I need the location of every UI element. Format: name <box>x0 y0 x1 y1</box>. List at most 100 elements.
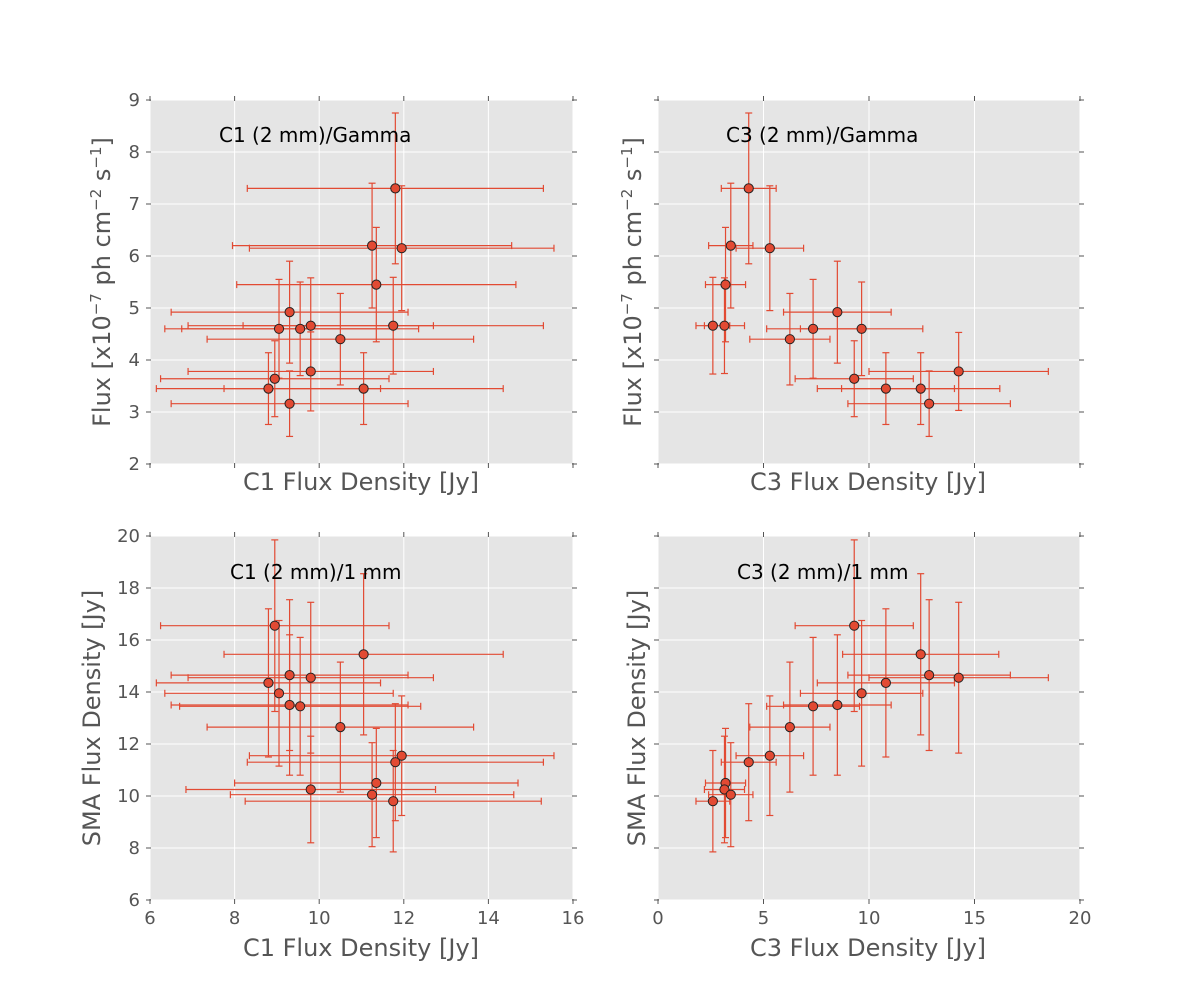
data-point <box>707 796 718 807</box>
y-label-exp2: −2 <box>87 189 105 211</box>
data-point <box>284 699 295 711</box>
data-point <box>707 320 718 331</box>
y-label-exp2: −2 <box>618 189 636 211</box>
y-tick-label: 4 <box>129 350 140 371</box>
data-point <box>295 323 306 334</box>
y-tick-label: 7 <box>129 194 140 215</box>
gridlines <box>149 99 574 465</box>
gridlines <box>149 535 574 901</box>
x-tick-label: 12 <box>392 908 415 929</box>
data-point <box>358 649 369 660</box>
x-axis-label: C1 Flux Density [Jy] <box>243 468 479 496</box>
data-point <box>284 398 295 409</box>
data-point <box>396 243 407 254</box>
data-marks <box>695 112 1049 438</box>
panel-title: C3 (2 mm)/1 mm <box>737 560 908 584</box>
y-axis-label: Flux [x10−7 ph cm−2 s−1] <box>87 137 116 427</box>
x-tick-label: 8 <box>229 908 240 929</box>
data-point <box>390 183 401 194</box>
panel-title: C3 (2 mm)/Gamma <box>726 123 918 147</box>
y-tick-label: 6 <box>129 246 140 267</box>
data-point <box>305 672 316 683</box>
data-marks <box>695 539 1049 853</box>
x-tick-label: 15 <box>963 908 986 929</box>
data-point <box>366 789 378 800</box>
data-point <box>725 240 736 251</box>
data-point <box>366 240 378 251</box>
data-point <box>388 320 399 331</box>
y-tick-label: 12 <box>117 734 140 755</box>
y-tick-label: 3 <box>129 402 140 423</box>
tick-marks <box>654 96 1084 468</box>
data-point <box>880 383 891 394</box>
data-point <box>295 701 306 712</box>
x-tick-label: 20 <box>1069 908 1092 929</box>
y-label-exp1: −7 <box>87 293 105 315</box>
panel-title: C1 (2 mm)/1 mm <box>230 560 401 584</box>
y-tick-label: 8 <box>129 838 140 859</box>
data-point <box>764 243 775 254</box>
data-point <box>335 334 346 345</box>
data-point <box>924 670 935 681</box>
panel-c1-gamma: 2 3 4 5 6 7 8 9 C1 (2 mm)/Gamma C1 Flux Density… <box>87 90 577 496</box>
data-point <box>269 620 280 631</box>
x-tick-label: 14 <box>477 908 500 929</box>
data-point <box>335 722 346 733</box>
y-label-mid: ph cm <box>619 211 647 293</box>
data-point <box>856 688 867 699</box>
data-point <box>849 620 860 631</box>
y-tick-label: 16 <box>117 630 140 651</box>
data-point <box>273 323 285 334</box>
data-point <box>832 699 843 711</box>
data-point <box>807 323 819 334</box>
tick-marks: 0 5 10 15 20 <box>652 532 1091 929</box>
y-tick-label: 20 <box>117 526 140 547</box>
y-label-exp3: −1 <box>87 146 105 168</box>
data-point <box>725 789 736 800</box>
y-tick-label: 8 <box>129 142 140 163</box>
plot-area <box>150 100 573 464</box>
data-point <box>263 383 274 394</box>
y-tick-label: 14 <box>117 682 140 703</box>
data-point <box>305 320 316 331</box>
x-tick-label: 6 <box>144 908 155 929</box>
data-marks <box>155 112 555 438</box>
data-point <box>953 366 964 377</box>
data-point <box>371 279 382 290</box>
data-point <box>273 688 285 699</box>
y-label-mid2: s <box>88 169 116 189</box>
x-axis-label: C3 Flux Density [Jy] <box>750 934 986 962</box>
y-label-mid: ph cm <box>88 211 116 293</box>
y-label-main: Flux [x10 <box>88 315 116 427</box>
y-label-mid2: s <box>619 169 647 189</box>
data-point <box>743 183 754 194</box>
data-point <box>719 320 730 331</box>
data-point <box>764 750 775 761</box>
panel-title: C1 (2 mm)/Gamma <box>219 123 411 147</box>
data-point <box>390 757 401 768</box>
data-point <box>784 722 795 733</box>
plot-area <box>150 536 573 900</box>
y-axis-label: SMA Flux Density [Jy] <box>623 590 651 846</box>
y-label-main: Flux [x10 <box>619 315 647 427</box>
x-tick-label: 5 <box>758 908 769 929</box>
data-point <box>953 672 964 683</box>
y-axis-label: SMA Flux Density [Jy] <box>78 590 106 846</box>
data-point <box>924 398 935 409</box>
data-point <box>284 670 295 681</box>
tick-marks: 2 3 4 5 6 7 8 9 <box>129 90 577 475</box>
y-tick-label: 2 <box>129 454 140 475</box>
y-axis-label: Flux [x10−7 ph cm−2 s−1] <box>618 137 647 427</box>
data-point <box>305 784 316 795</box>
data-point <box>305 366 316 377</box>
x-tick-label: 10 <box>308 908 331 929</box>
x-axis-label: C3 Flux Density [Jy] <box>750 468 986 496</box>
y-tick-label: 6 <box>129 890 140 911</box>
data-point <box>880 677 891 689</box>
data-point <box>284 307 295 318</box>
data-point <box>358 383 369 394</box>
x-tick-label: 16 <box>562 908 585 929</box>
y-tick-label: 18 <box>117 578 140 599</box>
